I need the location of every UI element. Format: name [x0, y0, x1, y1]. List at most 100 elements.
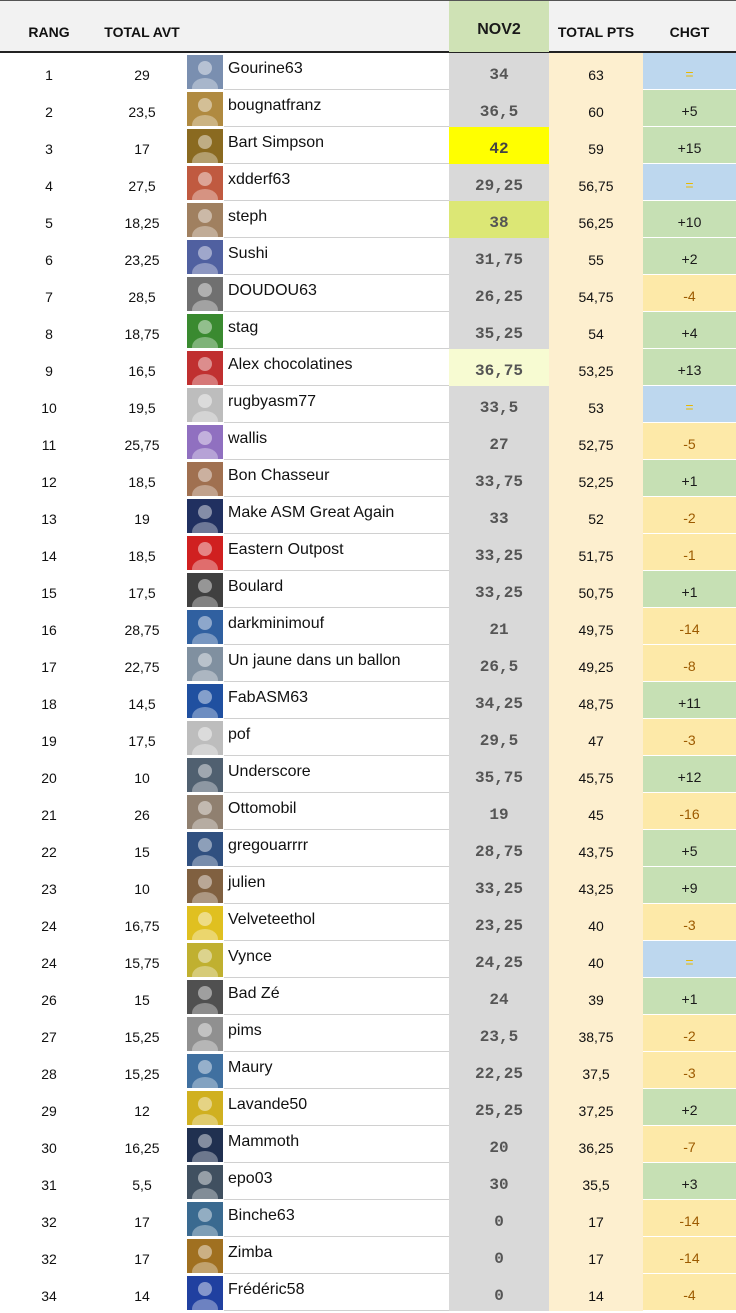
table-row: 24 15,75 Vynce 24,25 40 = — [0, 941, 736, 978]
change-cell: +15 — [643, 127, 736, 164]
player-name: Vynce — [224, 941, 449, 978]
player-name: Gourine63 — [224, 53, 449, 90]
total-pts-cell: 49,25 — [549, 645, 643, 682]
rank-cell: 20 — [41, 769, 57, 786]
table-row: 34 14 Frédéric58 0 14 -4 — [0, 1274, 736, 1311]
total-avt-cell: 19,5 — [128, 399, 156, 416]
total-pts-cell: 63 — [549, 53, 643, 90]
total-avt-cell: 18,75 — [124, 325, 160, 342]
nov-score-cell: 22,25 — [449, 1052, 549, 1089]
avatar — [186, 1052, 224, 1089]
table-row: 14 18,5 Eastern Outpost 33,25 51,75 -1 — [0, 534, 736, 571]
avatar — [186, 1126, 224, 1163]
change-cell: -1 — [643, 534, 736, 571]
total-avt-cell: 26 — [134, 806, 150, 823]
change-cell: -4 — [643, 275, 736, 312]
total-pts-cell: 39 — [549, 978, 643, 1015]
nov-score-cell: 36,5 — [449, 90, 549, 127]
table-row: 21 26 Ottomobil 19 45 -16 — [0, 793, 736, 830]
change-cell: +1 — [643, 460, 736, 497]
rank-cell: 6 — [45, 251, 53, 268]
player-name: bougnatfranz — [224, 90, 449, 127]
rank-cell: 19 — [41, 732, 57, 749]
change-cell: -3 — [643, 904, 736, 941]
avatar — [186, 645, 224, 682]
total-pts-cell: 56,25 — [549, 201, 643, 238]
header-chgt: CHGT — [669, 23, 710, 40]
change-cell: +12 — [643, 756, 736, 793]
change-cell: -14 — [643, 1200, 736, 1237]
nov-score-cell: 35,75 — [449, 756, 549, 793]
nov-score-cell: 33,25 — [449, 534, 549, 571]
total-pts-cell: 60 — [549, 90, 643, 127]
rank-cell: 24 — [41, 954, 57, 971]
rank-cell: 24 — [41, 917, 57, 934]
nov-score-cell: 33 — [449, 497, 549, 534]
table-row: 19 17,5 pof 29,5 47 -3 — [0, 719, 736, 756]
table-row: 15 17,5 Boulard 33,25 50,75 +1 — [0, 571, 736, 608]
avatar — [186, 978, 224, 1015]
rank-cell: 29 — [41, 1102, 57, 1119]
avatar — [186, 941, 224, 978]
table-row: 31 5,5 epo03 30 35,5 +3 — [0, 1163, 736, 1200]
avatar — [186, 719, 224, 756]
total-avt-cell: 17,5 — [128, 732, 156, 749]
nov-score-cell: 21 — [449, 608, 549, 645]
total-avt-cell: 17 — [134, 140, 150, 157]
avatar-icon — [187, 387, 223, 422]
avatar — [186, 1274, 224, 1311]
nov-score-cell: 19 — [449, 793, 549, 830]
table-row: 8 18,75 stag 35,25 54 +4 — [0, 312, 736, 349]
table-row: 20 10 Underscore 35,75 45,75 +12 — [0, 756, 736, 793]
rank-cell: 2 — [45, 103, 53, 120]
avatar — [186, 830, 224, 867]
avatar-icon — [187, 683, 223, 718]
total-avt-cell: 15,25 — [124, 1065, 160, 1082]
rank-cell: 18 — [41, 695, 57, 712]
change-cell: -3 — [643, 1052, 736, 1089]
change-cell: -8 — [643, 645, 736, 682]
total-pts-cell: 37,25 — [549, 1089, 643, 1126]
total-avt-cell: 10 — [134, 769, 150, 786]
total-pts-cell: 43,25 — [549, 867, 643, 904]
player-name: DOUDOU63 — [224, 275, 449, 312]
nov-score-cell: 33,25 — [449, 571, 549, 608]
avatar-icon — [187, 1201, 223, 1236]
total-avt-cell: 15 — [134, 843, 150, 860]
avatar-icon — [187, 1090, 223, 1125]
table-row: 7 28,5 DOUDOU63 26,25 54,75 -4 — [0, 275, 736, 312]
total-pts-cell: 37,5 — [549, 1052, 643, 1089]
player-name: pof — [224, 719, 449, 756]
avatar-icon — [187, 1053, 223, 1088]
nov-score-cell: 31,75 — [449, 238, 549, 275]
total-pts-cell: 52,25 — [549, 460, 643, 497]
table-header: RANG TOTAL AVT NOV2 TOTAL PTS CHGT — [0, 0, 736, 53]
total-avt-cell: 15,25 — [124, 1028, 160, 1045]
nov-score-cell: 26,25 — [449, 275, 549, 312]
nov-score-cell: 0 — [449, 1274, 549, 1311]
total-avt-cell: 15 — [134, 991, 150, 1008]
total-pts-cell: 56,75 — [549, 164, 643, 201]
rank-cell: 32 — [41, 1250, 57, 1267]
nov-score-cell: 24,25 — [449, 941, 549, 978]
table-row: 27 15,25 pims 23,5 38,75 -2 — [0, 1015, 736, 1052]
total-avt-cell: 5,5 — [132, 1176, 152, 1193]
total-pts-cell: 49,75 — [549, 608, 643, 645]
avatar-icon — [187, 535, 223, 570]
nov-score-cell: 42 — [449, 127, 549, 164]
nov-score-cell: 23,25 — [449, 904, 549, 941]
rank-cell: 26 — [41, 991, 57, 1008]
player-name: wallis — [224, 423, 449, 460]
avatar-icon — [187, 165, 223, 200]
player-name: Bon Chasseur — [224, 460, 449, 497]
rank-cell: 13 — [41, 510, 57, 527]
total-avt-cell: 12 — [134, 1102, 150, 1119]
avatar-icon — [187, 905, 223, 940]
avatar-icon — [187, 54, 223, 89]
avatar — [186, 349, 224, 386]
avatar-icon — [187, 276, 223, 311]
avatar — [186, 53, 224, 90]
rank-cell: 22 — [41, 843, 57, 860]
change-cell: = — [643, 164, 736, 201]
